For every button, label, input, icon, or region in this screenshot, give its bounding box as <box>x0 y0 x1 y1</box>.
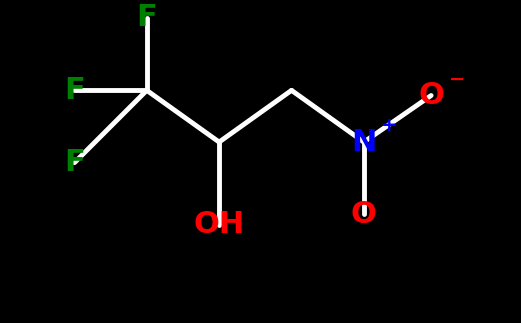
Text: N: N <box>351 128 377 157</box>
Text: −: − <box>449 69 466 89</box>
Text: +: + <box>380 116 397 135</box>
Text: F: F <box>137 4 157 33</box>
Text: OH: OH <box>193 210 245 239</box>
Text: F: F <box>64 76 85 105</box>
Text: O: O <box>418 81 444 110</box>
Text: F: F <box>64 148 85 177</box>
Text: O: O <box>351 200 377 229</box>
